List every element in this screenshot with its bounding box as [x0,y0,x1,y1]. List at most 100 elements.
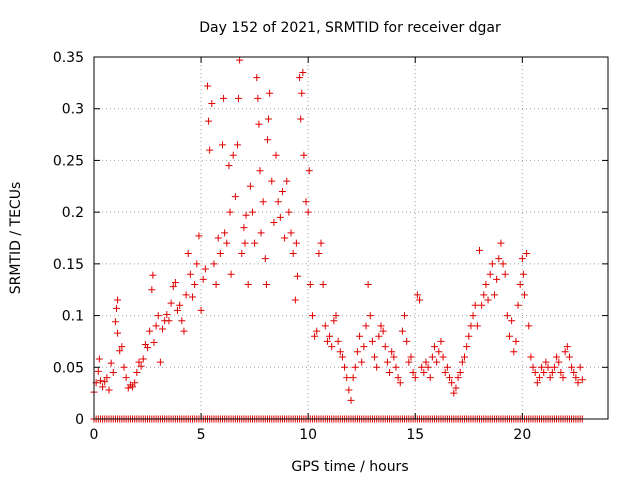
data-point [96,377,104,385]
data-point [401,312,409,320]
data-point [191,281,199,289]
data-point [381,343,389,351]
data-point [101,378,109,386]
data-point [319,281,327,289]
data-point [424,363,432,371]
data-point [375,332,383,340]
data-point [116,347,124,355]
data-point [165,317,173,325]
data-point [437,337,445,345]
data-point [373,363,381,371]
data-point [561,348,569,356]
data-point [212,281,220,289]
data-point [332,312,340,320]
data-point [270,218,278,226]
data-point [535,374,543,382]
data-point [467,322,475,330]
data-point [411,374,419,382]
x-axis-label: GPS time / hours [291,459,408,475]
data-point [450,389,458,397]
data-point [291,296,299,304]
data-point [226,208,234,216]
data-point [407,353,415,361]
data-point [242,211,250,219]
data-point [553,353,561,361]
data-point [403,337,411,345]
y-axis-label: SRMTID / TECUs [8,182,24,295]
data-point [326,332,334,340]
data-point [463,343,471,351]
data-point [422,358,430,366]
data-point [525,322,533,330]
data-point [268,177,276,185]
data-point [195,232,203,240]
data-point [148,286,156,294]
data-point [390,353,398,361]
data-point [523,250,531,258]
data-point [139,355,147,363]
data-point [508,317,516,325]
data-point [563,343,571,351]
data-point [281,234,289,242]
data-point [305,167,313,175]
x-tick-label: 0 [90,427,99,443]
data-point [171,278,179,286]
data-point [473,322,481,330]
data-point [379,327,387,335]
data-point [180,327,188,335]
data-point [439,353,447,361]
data-point [227,270,235,278]
data-point [392,363,400,371]
data-point [103,374,111,382]
data-point [149,271,157,279]
data-point [278,187,286,195]
data-point [452,384,460,392]
data-point [114,296,122,304]
data-point [519,270,527,278]
data-point [540,368,548,376]
data-point [231,193,239,201]
data-point [405,358,413,366]
data-point [529,363,537,371]
data-point [261,255,269,263]
data-point [461,353,469,361]
data-point [377,322,385,330]
data-point [167,299,175,307]
data-point [176,301,184,309]
data-point [118,343,126,351]
points-layer [90,56,586,423]
data-point [358,358,366,366]
data-point [542,358,550,366]
data-point [490,291,498,299]
data-point [548,368,556,376]
data-point [105,386,113,394]
x-tick-label: 5 [197,427,206,443]
data-point [505,332,513,340]
data-point [201,265,209,273]
data-point [262,281,270,289]
data-point [441,368,449,376]
data-point [186,270,194,278]
data-point [254,94,262,102]
data-point [193,260,201,268]
data-point [95,355,103,363]
data-point [206,146,214,154]
data-point [304,208,312,216]
data-point [486,270,494,278]
data-point [343,374,351,382]
data-point [265,115,273,123]
data-point [364,281,372,289]
data-point [150,338,158,346]
data-point [446,374,454,382]
data-point [109,368,117,376]
data-point [572,374,580,382]
data-point [557,368,565,376]
data-point [398,327,406,335]
data-point [484,296,492,304]
data-point [221,229,229,237]
data-point [341,363,349,371]
y-tick-label: 0.15 [53,257,84,273]
data-point [345,386,353,394]
data-point [456,368,464,376]
